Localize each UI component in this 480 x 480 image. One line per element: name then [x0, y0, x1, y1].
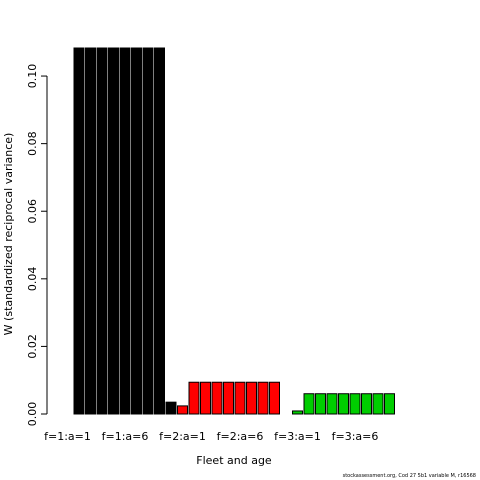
bar	[188, 381, 200, 415]
x-tick-label: f=3:a=1	[274, 430, 321, 443]
bar	[349, 393, 361, 415]
y-tick-label: 0.02	[26, 334, 39, 359]
bar	[85, 47, 96, 415]
x-tick-label: f=1:a=1	[44, 430, 91, 443]
bar	[73, 47, 85, 415]
y-tick-label: 0.08	[26, 131, 39, 156]
bar	[131, 47, 142, 415]
bar	[200, 381, 211, 415]
bar	[96, 47, 108, 415]
x-tick-label: f=2:a=6	[217, 430, 264, 443]
bar	[234, 381, 246, 415]
bar	[269, 381, 280, 415]
bar	[257, 381, 269, 415]
bar	[165, 401, 177, 415]
bar	[246, 381, 257, 415]
bar	[211, 381, 223, 415]
x-tick-label: f=3:a=6	[332, 430, 379, 443]
bar	[326, 393, 338, 415]
bar	[108, 47, 119, 415]
bar	[223, 381, 234, 415]
y-tick-label: 0.04	[26, 267, 39, 292]
bar	[142, 47, 154, 415]
bar	[384, 393, 395, 415]
x-tick-label: f=2:a=1	[159, 430, 206, 443]
y-tick-label: 0.10	[26, 64, 39, 89]
bar	[154, 47, 165, 415]
bar	[372, 393, 384, 415]
y-tick-label: 0.06	[26, 199, 39, 224]
y-tick-label: 0.00	[26, 402, 39, 427]
x-axis-label: Fleet and age	[196, 454, 272, 467]
bar	[338, 393, 349, 415]
x-tick-label: f=1:a=6	[102, 430, 149, 443]
y-axis-label: W (standardized reciprocal variance)	[2, 133, 15, 336]
bar	[119, 47, 131, 415]
bar	[361, 393, 372, 415]
bar	[292, 410, 303, 415]
bar	[177, 405, 188, 415]
bar	[315, 393, 326, 415]
footnote: stockassessment.org, Cod 27 5b1 variable…	[343, 473, 476, 479]
bar	[303, 393, 315, 415]
